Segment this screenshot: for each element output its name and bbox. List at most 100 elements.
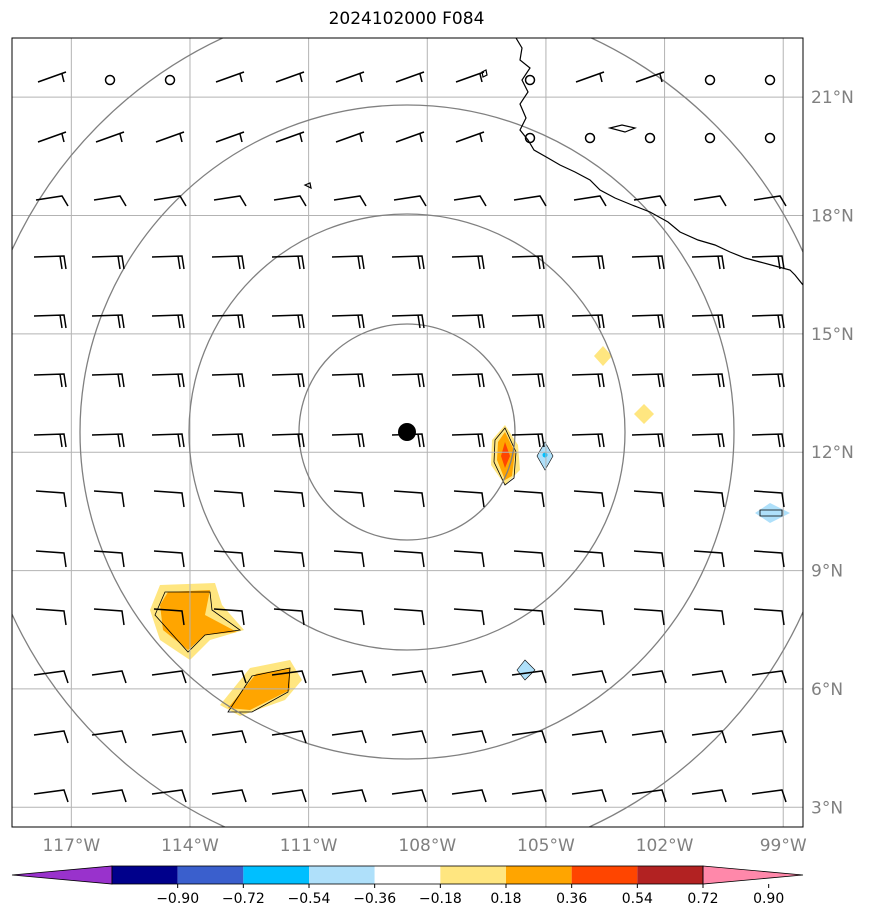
- wind-barb: [573, 608, 605, 626]
- range-rings: [12, 38, 803, 827]
- wind-barb: [271, 314, 305, 329]
- wind-barb: [753, 490, 785, 508]
- colorbar-segment: [112, 866, 178, 884]
- wind-barb: [33, 433, 67, 448]
- wind-barb: [513, 608, 545, 626]
- wind-barb: [391, 789, 427, 803]
- wind-barb: [275, 131, 305, 143]
- wind-barb: [151, 789, 187, 803]
- colorbar-tick-label: 0.54: [622, 891, 653, 907]
- colorbar-tick-label: −0.90: [156, 891, 199, 907]
- wind-barb: [273, 195, 307, 207]
- wind-barb: [693, 608, 725, 626]
- calm-wind-circle: [764, 132, 776, 144]
- wind-barb: [273, 550, 305, 568]
- wind-barb: [93, 195, 127, 207]
- wind-barb: [451, 433, 485, 448]
- positive-anomaly-center-core: [501, 442, 510, 468]
- colorbar-segment: [506, 866, 572, 884]
- wind-barb: [391, 730, 427, 744]
- wind-barb: [451, 373, 485, 388]
- latitude-labels: 21°N 18°N 15°N 12°N 9°N 6°N 3°N: [811, 88, 854, 818]
- negative-anomaly-c: [755, 503, 790, 523]
- lat-label: 6°N: [811, 680, 843, 700]
- wind-barb: [33, 670, 69, 684]
- wind-barb: [635, 71, 665, 83]
- wind-barb: [153, 195, 187, 207]
- wind-barb: [271, 730, 307, 744]
- wind-barb: [693, 550, 725, 568]
- wind-barb: [91, 314, 125, 329]
- wind-barb: [155, 131, 185, 143]
- wind-barb: [513, 195, 547, 207]
- wind-barb: [395, 71, 425, 83]
- wind-barb: [511, 789, 547, 803]
- wind-barb: [693, 490, 725, 508]
- wind-barb: [153, 550, 185, 568]
- wind-barb: [633, 490, 665, 508]
- wind-barb: [91, 789, 127, 803]
- wind-barb: [751, 789, 787, 803]
- wind-barb: [453, 550, 485, 568]
- colorbar-tick-label: 0.36: [556, 891, 587, 907]
- wind-barb: [213, 195, 247, 207]
- coastline: [303, 38, 803, 286]
- colorbar-max-arrow: [702, 865, 804, 885]
- lon-label: 108°W: [398, 836, 456, 856]
- colorbar-segment: [374, 866, 441, 884]
- colorbar-tick-label: −0.36: [353, 891, 396, 907]
- wind-barb: [335, 71, 365, 83]
- wind-barb: [571, 670, 607, 684]
- wind-barb: [33, 255, 67, 270]
- lon-label: 102°W: [636, 836, 694, 856]
- wind-barb: [93, 490, 125, 508]
- plot-frame: [11, 37, 804, 828]
- wind-barb: [455, 131, 485, 143]
- wind-barb: [213, 608, 245, 626]
- wind-barb: [753, 608, 785, 626]
- wind-barb: [455, 71, 485, 83]
- wind-barb: [691, 789, 727, 803]
- wind-barb: [691, 730, 727, 744]
- wind-barb: [395, 131, 425, 143]
- wind-barb: [451, 314, 485, 329]
- wind-barb: [35, 608, 67, 626]
- wind-barb: [571, 255, 605, 270]
- wind-barbs: [33, 71, 787, 803]
- wind-barb: [631, 255, 665, 270]
- wind-barb: [211, 373, 245, 388]
- wind-barb: [151, 255, 185, 270]
- wind-barb: [153, 490, 185, 508]
- lat-label: 12°N: [811, 443, 854, 463]
- wind-barb: [211, 433, 245, 448]
- wind-barb: [215, 131, 245, 143]
- positive-anomaly-e: [634, 404, 654, 424]
- wind-barb: [333, 608, 365, 626]
- wind-barb: [751, 433, 785, 448]
- range-ring-2: [188, 213, 626, 651]
- positive-anomaly-d: [594, 346, 612, 366]
- wind-barb: [333, 550, 365, 568]
- wind-barb: [35, 550, 67, 568]
- colorbar-min-arrow: [11, 865, 113, 885]
- colorbar-tick-label: −0.18: [419, 891, 462, 907]
- colorbar-tick-label: −0.54: [288, 891, 331, 907]
- wind-barb: [453, 490, 485, 508]
- wind-barb: [575, 71, 605, 83]
- wind-barb: [573, 550, 605, 568]
- colorbar-segment: [243, 866, 309, 884]
- wind-barb: [571, 433, 605, 448]
- wind-barb: [511, 373, 545, 388]
- wind-barb: [91, 433, 125, 448]
- colorbar-tick-label: 0.18: [490, 891, 521, 907]
- calm-wind-circle: [644, 132, 656, 144]
- wind-barb: [391, 670, 427, 684]
- calm-wind-circle: [704, 132, 716, 144]
- wind-barb: [335, 131, 365, 143]
- longitude-labels: 117°W 114°W 111°W 108°W 105°W 102°W 99°W: [42, 836, 806, 856]
- wind-barb: [511, 255, 545, 270]
- lat-label: 18°N: [811, 207, 854, 227]
- wind-barb: [571, 789, 607, 803]
- wind-barb: [33, 373, 67, 388]
